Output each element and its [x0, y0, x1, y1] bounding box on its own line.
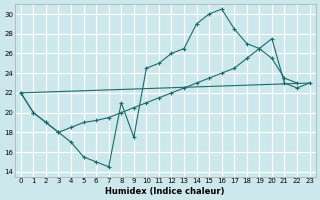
X-axis label: Humidex (Indice chaleur): Humidex (Indice chaleur) — [106, 187, 225, 196]
